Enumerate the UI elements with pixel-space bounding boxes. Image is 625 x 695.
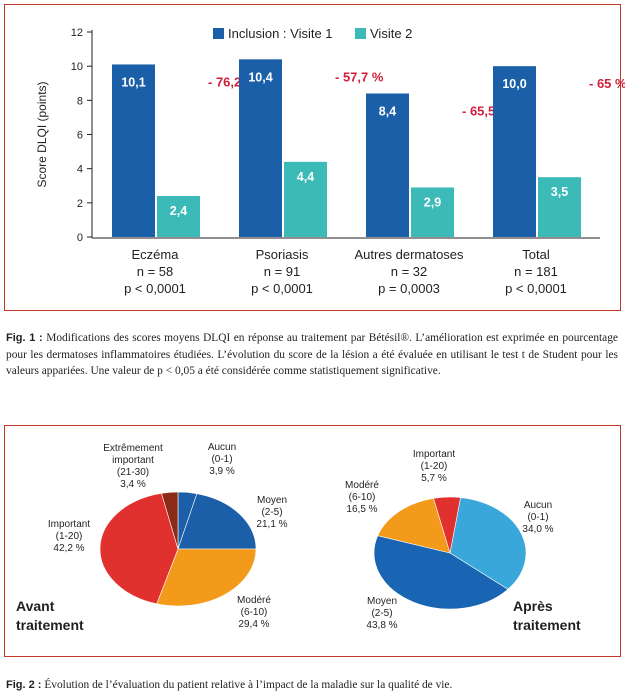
category-n-label: n = 58 <box>137 264 174 279</box>
bar-value-label: 2,4 <box>170 204 187 218</box>
pie-slice-label: 3,4 % <box>120 479 146 490</box>
pie-slice-label: Extrêmement <box>103 443 163 454</box>
category-p-label: p = 0,0003 <box>378 281 440 296</box>
pie-slice-label: (1-20) <box>56 531 83 542</box>
category-n-label: n = 91 <box>264 264 301 279</box>
pie-slice-label: 43,8 % <box>366 620 397 631</box>
patient-evaluation-pie-charts: Aucun(0-1)3,9 %Moyen(2-5)21,1 %Modéré(6-… <box>16 442 581 633</box>
bar-visit-1 <box>493 66 536 238</box>
y-tick-label: 0 <box>77 232 83 244</box>
pie-slice <box>161 491 179 550</box>
bar-value-label: 4,4 <box>297 170 314 184</box>
category-p-label: p < 0,0001 <box>124 281 186 296</box>
legend-label: Visite 2 <box>370 26 412 41</box>
pie-slice-label: 5,7 % <box>421 473 447 484</box>
legend-swatch <box>213 28 224 39</box>
pie-slice-label: Important <box>413 449 455 460</box>
pie-slice-label: (2-5) <box>261 507 282 518</box>
pie-title-after-line1: Après <box>513 598 553 614</box>
bar-value-label: 8,4 <box>379 105 396 119</box>
figure-1-text: Modifications des scores moyens DLQI en … <box>6 332 618 377</box>
pie-slice-label: 21,1 % <box>256 519 287 530</box>
pie-slice <box>433 496 461 554</box>
pie-slice-label: Modéré <box>237 595 271 606</box>
pie-slice <box>373 535 509 610</box>
pie-slice-label: 29,4 % <box>238 619 269 630</box>
pie-slice-label: 42,2 % <box>53 543 84 554</box>
pie-slice <box>99 492 179 605</box>
bar-visit-1 <box>239 59 282 238</box>
pie-title-before-line1: Avant <box>16 598 55 614</box>
category-n-label: n = 181 <box>514 264 558 279</box>
category-label: Eczéma <box>132 247 180 262</box>
category-label: Total <box>522 247 550 262</box>
pie-slice-label: Important <box>48 519 90 530</box>
pie-slice-label: Aucun <box>208 442 236 453</box>
y-tick-label: 4 <box>77 164 83 176</box>
bar-chart-panel <box>4 4 621 311</box>
pie-title-after-line2: traitement <box>513 617 581 633</box>
percent-change-label: - 57,7 % <box>335 69 384 84</box>
figure-2-caption: Fig. 2 : Évolution de l’évaluation du pa… <box>6 677 618 694</box>
bar-visit-2 <box>411 187 454 237</box>
pie-slice <box>449 497 527 590</box>
pie-slice-label: Aucun <box>524 500 552 511</box>
pie-slice-label: (6-10) <box>349 492 376 503</box>
bar-visit-2 <box>284 161 327 237</box>
pie-title-before-line2: traitement <box>16 617 84 633</box>
bar-value-label: 10,0 <box>502 77 526 91</box>
pie-slice-label: (2-5) <box>371 608 392 619</box>
pie-chart-panel <box>4 425 621 657</box>
legend-label: Inclusion : Visite 1 <box>228 26 333 41</box>
pie-slice <box>377 497 451 554</box>
category-label: Psoriasis <box>256 247 309 262</box>
pie-slice-label: (0-1) <box>211 454 232 465</box>
y-tick-label: 2 <box>77 198 83 210</box>
bar-value-label: 3,5 <box>551 185 568 199</box>
category-p-label: p < 0,0001 <box>505 281 567 296</box>
bar-visit-2 <box>538 177 581 237</box>
pie-slice-label: (21-30) <box>117 467 149 478</box>
category-p-label: p < 0,0001 <box>251 281 313 296</box>
pie-slice-label: important <box>112 455 154 466</box>
bar-visit-1 <box>112 64 155 237</box>
bar-value-label: 10,1 <box>121 75 145 89</box>
pie-slice-label: Moyen <box>367 596 397 607</box>
pie-slice-label: (1-20) <box>421 461 448 472</box>
pie-slice-label: (0-1) <box>527 512 548 523</box>
legend-swatch <box>355 28 366 39</box>
pie-slice-label: 34,0 % <box>522 524 553 535</box>
percent-change-label: - 65 % <box>589 76 625 91</box>
pie-slice-label: Modéré <box>345 480 379 491</box>
pie-slice-label: 16,5 % <box>346 504 377 515</box>
figure-2-text: Évolution de l’évaluation du patient rel… <box>44 679 453 691</box>
pie-slice-label: 3,9 % <box>209 466 235 477</box>
figure-1-caption: Fig. 1 : Modifications des scores moyens… <box>6 330 618 380</box>
bar-visit-2 <box>157 196 200 237</box>
pie-slice-label: (6-10) <box>241 607 268 618</box>
y-tick-label: 6 <box>77 130 83 142</box>
y-tick-label: 10 <box>71 61 83 73</box>
y-axis-title: Score DLQI (points) <box>35 81 49 187</box>
bar-visit-1 <box>366 93 409 237</box>
pie-slice <box>156 548 257 607</box>
y-tick-label: 12 <box>71 27 83 39</box>
bar-value-label: 10,4 <box>248 70 272 84</box>
figure-1-label: Fig. 1 : <box>6 332 43 344</box>
pie-slice-label: Moyen <box>257 495 287 506</box>
category-n-label: n = 32 <box>391 264 428 279</box>
y-tick-label: 8 <box>77 95 83 107</box>
figure-2-label: Fig. 2 : <box>6 679 42 691</box>
category-label: Autres dermatoses <box>354 247 464 262</box>
pie-slice <box>177 493 257 550</box>
bar-value-label: 2,9 <box>424 195 441 209</box>
